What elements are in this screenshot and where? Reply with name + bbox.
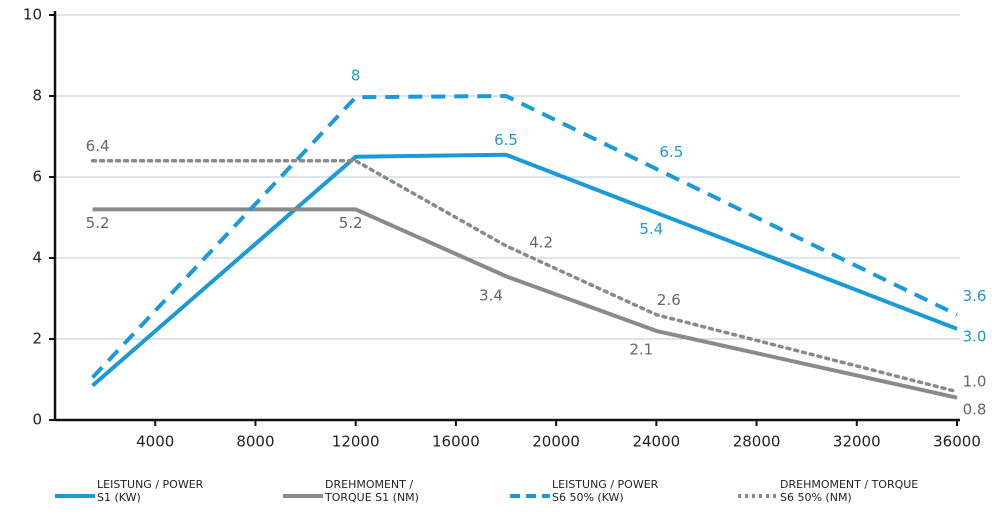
line	[91, 93, 958, 379]
annotation: 2.6	[657, 291, 681, 309]
x-tick-label: 16000	[432, 433, 480, 451]
line	[92, 207, 958, 400]
line	[90, 159, 959, 394]
annotation: 6.5	[659, 143, 683, 161]
legend-swatch	[283, 494, 323, 498]
annotation: 5.2	[86, 214, 110, 232]
legend-label: LEISTUNG / POWER S6 50% (KW)	[552, 478, 659, 504]
x-tick-label: 28000	[733, 433, 781, 451]
annotation: 3.6	[963, 287, 987, 305]
legend-label: DREHMOMENT / TORQUE S1 (NM)	[325, 478, 419, 504]
annotation: 8	[351, 66, 361, 84]
y-tick-label: 8	[32, 87, 42, 105]
legend-swatch	[738, 494, 778, 498]
y-tick-label: 0	[32, 411, 42, 429]
annotation: 3.4	[479, 287, 503, 305]
y-tick-label: 2	[32, 330, 42, 348]
x-tick-label: 32000	[833, 433, 881, 451]
annotation: 3.0	[963, 327, 987, 345]
chart: 0 2 4 6 8 10 4000 8000 12000 16000 20000 24000 28000…	[23, 6, 987, 451]
x-tick-label: 8000	[236, 433, 274, 451]
x-tick-label: 12000	[332, 433, 380, 451]
annotation: 6.4	[86, 137, 110, 155]
line	[91, 152, 958, 388]
y-tick-label: 4	[32, 249, 42, 267]
legend-swatch	[510, 494, 550, 498]
annotation: 5.2	[339, 214, 363, 232]
x-tick-label: 36000	[933, 433, 981, 451]
y-tick-label: 10	[23, 6, 42, 24]
annotation: 2.1	[629, 340, 653, 358]
x-tick-label: 4000	[136, 433, 174, 451]
annotation: 0.8	[963, 400, 987, 418]
legend-swatch	[55, 494, 95, 498]
y-tick-label: 6	[32, 168, 42, 186]
annotation: 1.0	[963, 372, 987, 390]
legend-label: DREHMOMENT / TORQUE S6 50% (NM)	[780, 478, 919, 504]
annotation: 6.5	[494, 131, 518, 149]
annotation: 4.2	[529, 234, 553, 252]
x-tick-label: 24000	[632, 433, 680, 451]
legend-label: LEISTUNG / POWER S1 (KW)	[97, 478, 204, 504]
x-tick-label: 20000	[532, 433, 580, 451]
annotation: 5.4	[639, 220, 663, 238]
